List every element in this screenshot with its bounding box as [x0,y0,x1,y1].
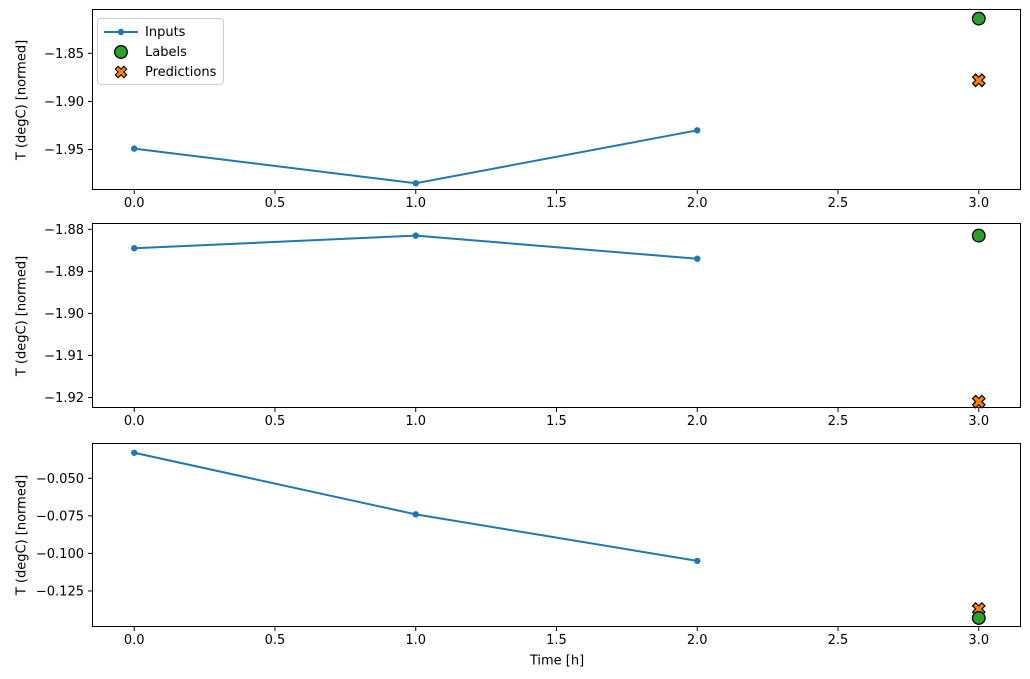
x-tick-label: 2.5 [828,414,849,429]
legend-label-predictions: Predictions [145,64,217,80]
inputs-line-icon [104,28,138,36]
y-tick-label: −1.90 [44,95,84,110]
inputs-line [134,234,698,260]
x-tick-label: 1.5 [546,633,567,648]
panel-3-spines [92,443,1021,627]
y-tick-label: −1.88 [44,223,84,238]
x-tick-label: 1.0 [405,196,426,211]
label-point [971,11,986,26]
labels-circle-icon [114,45,128,59]
inputs-point [131,245,138,252]
y-tick-label: −0.050 [36,472,84,487]
inputs-point [412,232,419,239]
inputs-point [694,557,701,565]
inputs-point [694,255,701,262]
y-tick-label: −0.100 [36,547,84,562]
y-axis-label-top: T (degC) [normed] [14,39,30,161]
x-tick-label: 0.5 [265,633,286,648]
x-tick-label: 2.0 [687,633,708,648]
label-point [971,611,986,625]
legend-label-inputs: Inputs [145,24,186,40]
inputs-line [134,129,698,185]
panel-2-spines [92,223,1021,408]
y-tick-label: −0.075 [36,509,84,524]
x-tick-label: 3.0 [968,633,989,648]
y-tick-label: −1.95 [44,143,84,158]
panel-1: 0.0 0.5 1.0 1.5 2.0 2.5 3.0 −1.85 −1.90 −1.95 [44,9,1021,211]
x-tick-label: 0.5 [265,414,286,429]
panel-1-spines [92,9,1021,190]
panel-3: 0.0 0.5 1.0 1.5 2.0 2.5 3.0 −0.050 −0.075 −0.100 −… [36,443,1021,648]
legend-entry-labels: Labels [103,42,223,62]
y-axis-label-middle: T (degC) [normed] [14,255,30,377]
y-tick-label: −1.89 [44,265,84,280]
x-tick-label: 1.5 [546,414,567,429]
x-tick-label: 1.0 [405,414,426,429]
inputs-point [412,511,419,518]
legend-entry-predictions: Predictions [103,62,223,82]
legend-entry-inputs: Inputs [103,22,223,42]
x-tick-label: 2.0 [687,196,708,211]
x-axis-label: Time [h] [529,653,585,669]
label-point [971,228,986,243]
y-axis-label-bottom: T (degC) [normed] [14,474,30,596]
legend: Inputs Labels Predictions [97,18,224,85]
x-tick-label: 1.0 [405,633,426,648]
y-tick-label: −1.85 [44,47,84,62]
predictions-x-icon [114,65,128,79]
prediction-point [971,73,986,88]
y-tick-label: −1.90 [44,307,84,322]
inputs-point [412,180,419,187]
inputs-line [134,451,698,562]
y-tick-label: −0.125 [36,584,84,599]
inputs-point [131,145,138,152]
inputs-point [131,449,138,456]
x-tick-label: 3.0 [968,196,989,211]
y-tick-label: −1.91 [44,349,84,364]
prediction-point [971,394,986,409]
x-tick-label: 0.0 [124,633,145,648]
inputs-point [694,127,701,134]
legend-label-labels: Labels [145,44,187,60]
x-tick-label: 0.5 [265,196,286,211]
x-tick-label: 2.0 [687,414,708,429]
x-tick-label: 0.0 [124,196,145,211]
x-tick-label: 2.5 [828,633,849,648]
panel-2: 0.0 0.5 1.0 1.5 2.0 2.5 3.0 −1.88 −1.89 −1.90 −1.9… [44,223,1021,429]
x-tick-label: 2.5 [828,196,849,211]
x-tick-label: 3.0 [968,414,989,429]
y-tick-label: −1.92 [44,391,84,406]
x-tick-label: 0.0 [124,414,145,429]
x-tick-label: 1.5 [546,196,567,211]
